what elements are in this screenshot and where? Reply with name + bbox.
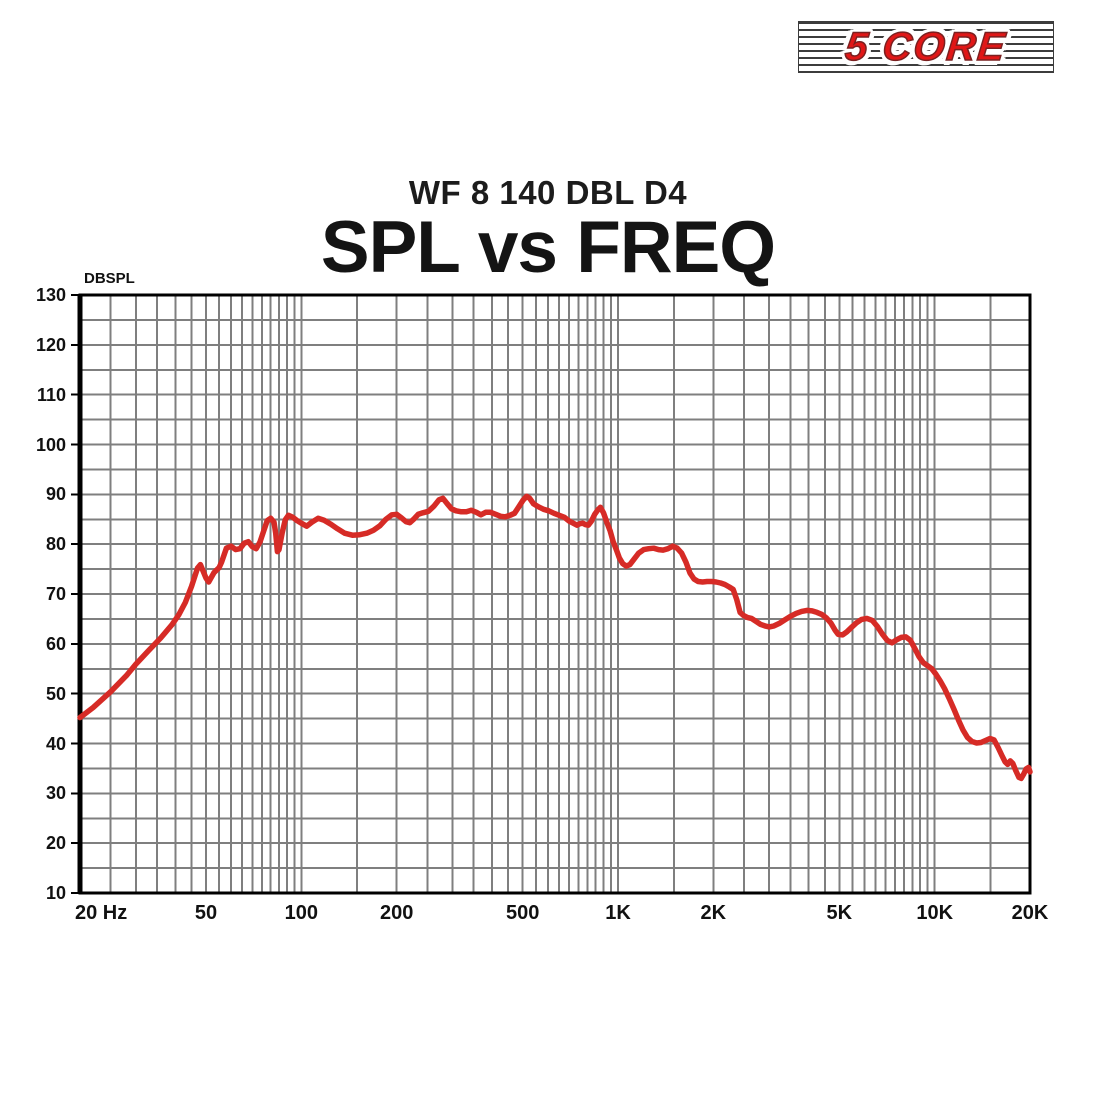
chart-subtitle: WF 8 140 DBL D4 [408,174,688,211]
x-tick-label-20-hz: 20 Hz [75,902,128,924]
y-tick-label-120: 120 [35,334,66,355]
y-tick-label-40: 40 [45,733,66,754]
y-tick-label-130: 130 [35,285,66,305]
y-tick-label-70: 70 [45,584,66,604]
y-tick-label-50: 50 [45,683,66,704]
y-tick-label-20: 20 [45,833,66,854]
x-tick-label-500: 500 [505,902,540,924]
x-tick-label-20k: 20K [1011,902,1049,924]
y-tick-label-100: 100 [35,434,66,455]
x-tick-label-100: 100 [284,902,319,924]
y-tick-label-60: 60 [45,633,66,654]
y-axis-unit-label: DBSPL [84,270,135,287]
x-tick-label-10k: 10K [916,902,954,924]
x-tick-label-2k: 2K [700,902,727,924]
x-tick-label-50: 50 [194,902,218,924]
y-tick-label-10: 10 [45,883,66,903]
page-title: SPL vs FREQ [320,207,776,288]
x-tick-label-5k: 5K [826,902,853,924]
y-tick-label-30: 30 [45,783,66,804]
brand-logo: 5 CORE [798,18,1054,76]
spl-response-curve [77,493,1033,782]
y-tick-label-80: 80 [45,534,66,555]
y-tick-label-90: 90 [45,484,66,505]
x-tick-label-1k: 1K [605,902,631,924]
logo-stripes-background [798,21,1054,73]
y-tick-label-110: 110 [36,384,66,405]
x-tick-label-200: 200 [379,902,414,924]
